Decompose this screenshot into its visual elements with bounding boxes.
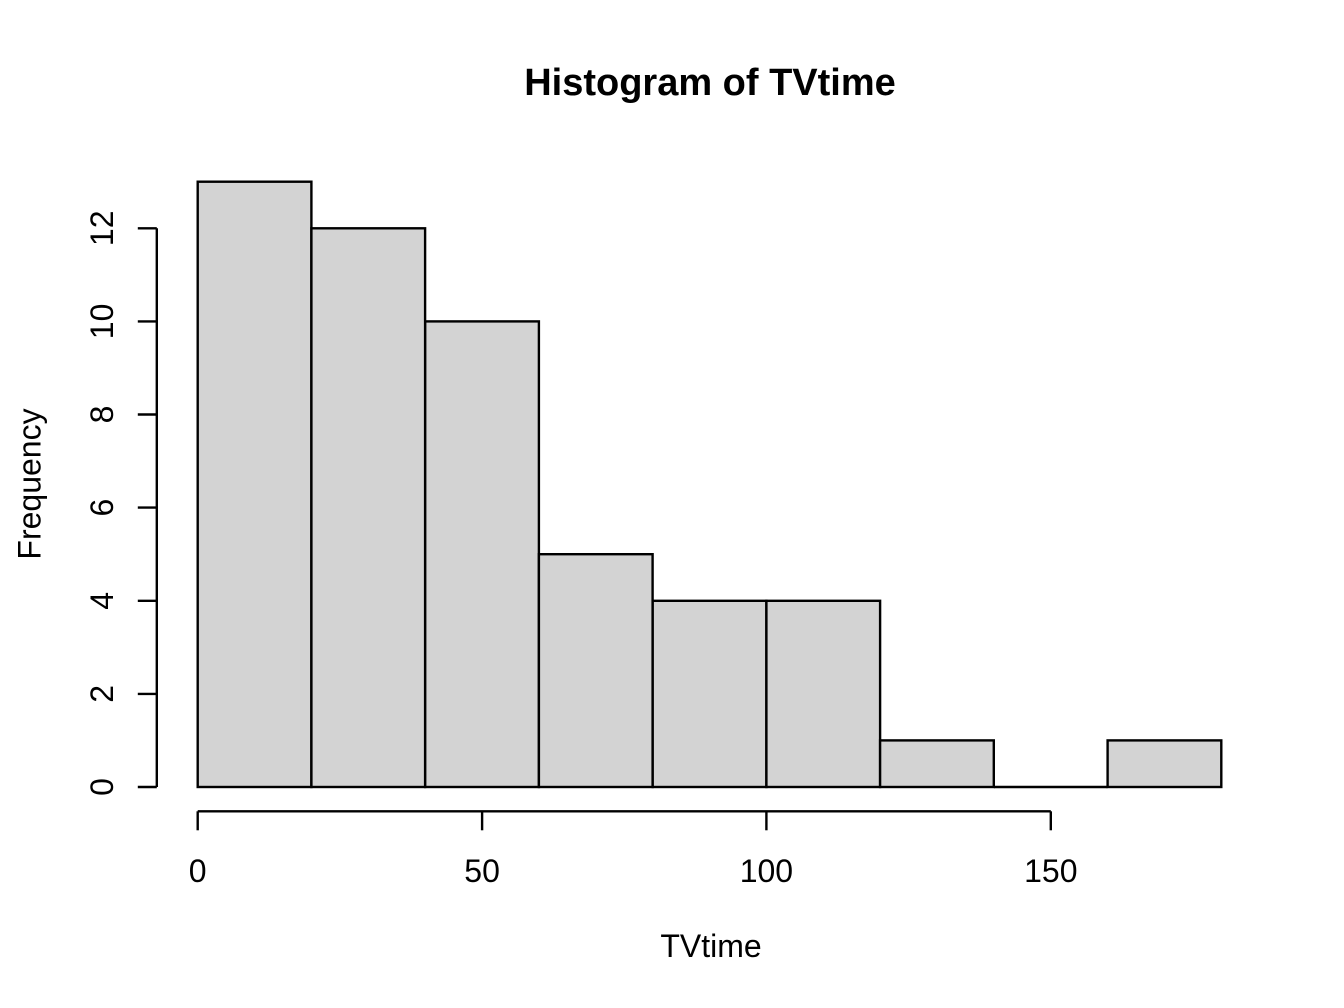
histogram-bar	[1106, 739, 1223, 789]
x-tick-label: 100	[740, 853, 793, 889]
histogram-bar	[537, 553, 654, 789]
y-tick-label: 0	[84, 778, 120, 796]
histogram-bar	[196, 180, 313, 789]
y-tick-label: 10	[84, 304, 120, 340]
x-tick-label: 0	[189, 853, 207, 889]
histogram-bar	[878, 739, 995, 789]
histogram-bar	[765, 599, 882, 789]
y-tick-label: 6	[84, 499, 120, 517]
histogram-bar	[310, 227, 427, 789]
y-axis-title: Frequency	[11, 408, 48, 560]
x-tick-label: 50	[464, 853, 500, 889]
histogram-bar	[651, 599, 768, 789]
chart-title: Histogram of TVtime	[524, 62, 896, 104]
y-tick-label: 4	[84, 592, 120, 610]
y-tick-label: 2	[84, 685, 120, 703]
x-tick-label: 150	[1024, 853, 1077, 889]
y-tick-label: 8	[84, 406, 120, 424]
histogram-bar	[424, 320, 541, 789]
y-tick-label: 12	[84, 211, 120, 247]
x-axis-title: TVtime	[660, 928, 762, 964]
